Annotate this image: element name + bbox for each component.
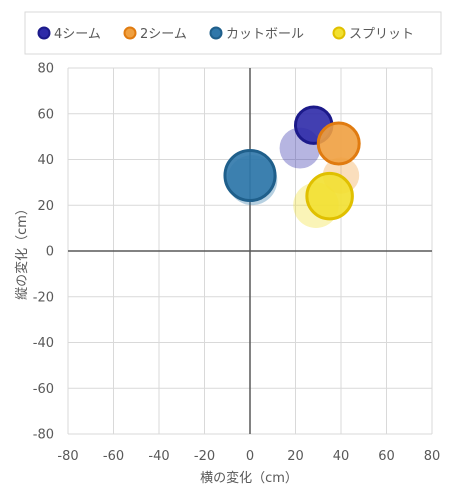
x-tick-label: -20 (194, 449, 215, 464)
y-tick-label: -20 (33, 290, 54, 305)
bubbles (223, 105, 361, 228)
x-tick-label: -80 (57, 449, 78, 464)
y-axis-title: 縦の変化（cm） (14, 202, 30, 300)
y-tick-label: 20 (37, 199, 54, 214)
legend-marker (123, 26, 137, 40)
x-tick-label: 80 (424, 449, 441, 464)
x-tick-label: 20 (287, 449, 304, 464)
bubble-カットボール (223, 148, 277, 203)
y-tick-label: 0 (46, 245, 54, 260)
x-tick-label: -60 (103, 449, 124, 464)
legend-marker (209, 26, 223, 40)
legend-marker (332, 26, 346, 40)
y-tick-labels: 80 60 40 20 0 -20 -40 -60 -80 (33, 62, 54, 443)
bubble-スプリット (305, 171, 354, 221)
bubble-2シーム (316, 121, 361, 166)
legend-label: スプリット (349, 27, 414, 42)
x-tick-label: 0 (246, 449, 254, 464)
x-tick-label: 60 (378, 449, 395, 464)
legend-label: 4シーム (54, 27, 101, 42)
legend-label: カットボール (226, 27, 304, 42)
axes (68, 68, 432, 434)
x-tick-label: -40 (148, 449, 169, 464)
x-tick-labels: -80 -60 -40 -20 0 20 40 60 80 (57, 449, 440, 464)
legend-box (24, 11, 442, 55)
y-tick-label: -60 (33, 382, 54, 397)
x-axis-title: 横の変化（cm） (200, 470, 298, 486)
y-tick-label: 60 (37, 107, 54, 122)
y-tick-label: 40 (37, 153, 54, 168)
legend: 4シーム 2シーム カットボール スプリット (37, 26, 414, 42)
x-tick-label: 40 (333, 449, 350, 464)
y-tick-label: -40 (33, 336, 54, 351)
y-tick-label: -80 (33, 428, 54, 443)
legend-label: 2シーム (140, 27, 187, 42)
legend-marker (37, 26, 51, 40)
y-tick-label: 80 (37, 62, 54, 77)
